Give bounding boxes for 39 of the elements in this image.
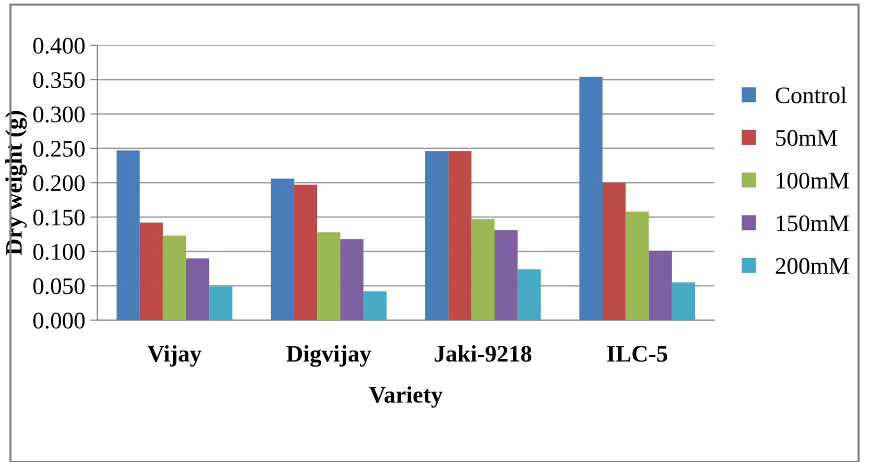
y-tick-label: 0.100 [33,244,85,260]
bar [186,258,210,320]
bar [317,232,340,320]
x-axis-title: Variety [369,386,443,408]
bar [425,151,448,320]
y-tick-label: 0.300 [33,106,85,123]
bar [471,219,495,320]
bar [672,282,696,320]
bar [448,151,472,320]
y-tick-label: 0.350 [33,72,85,88]
y-tick-label: 0.150 [33,210,85,226]
x-tick-label: ILC-5 [607,346,668,362]
legend-label: 150mM [776,215,849,232]
bar [579,76,602,320]
y-tick-label: 0.250 [33,140,85,157]
bar [209,286,232,320]
bar [363,291,387,320]
bar [602,182,626,320]
bar [294,184,318,320]
x-tick-label: Jaki-9218 [434,345,532,362]
legend-label: 50mM [776,130,838,146]
y-tick-label: 0.000 [33,312,85,329]
bar [494,230,518,320]
y-tick-label: 0.050 [33,278,85,294]
legend-label: 100mM [776,172,849,189]
bar [270,178,294,320]
bar [648,250,672,320]
legend-label: 200mM [776,258,849,274]
bar [140,222,163,320]
x-tick-label: Vijay [148,345,202,367]
bar [116,150,140,320]
bar [626,212,649,320]
legend-label: Control [776,86,846,104]
y-tick-label: 0.200 [33,175,85,192]
y-tick-label: 0.400 [33,38,85,54]
bar [162,236,186,320]
x-tick-label: Digvijay [286,345,372,367]
bar [340,239,364,320]
bar [518,269,541,320]
